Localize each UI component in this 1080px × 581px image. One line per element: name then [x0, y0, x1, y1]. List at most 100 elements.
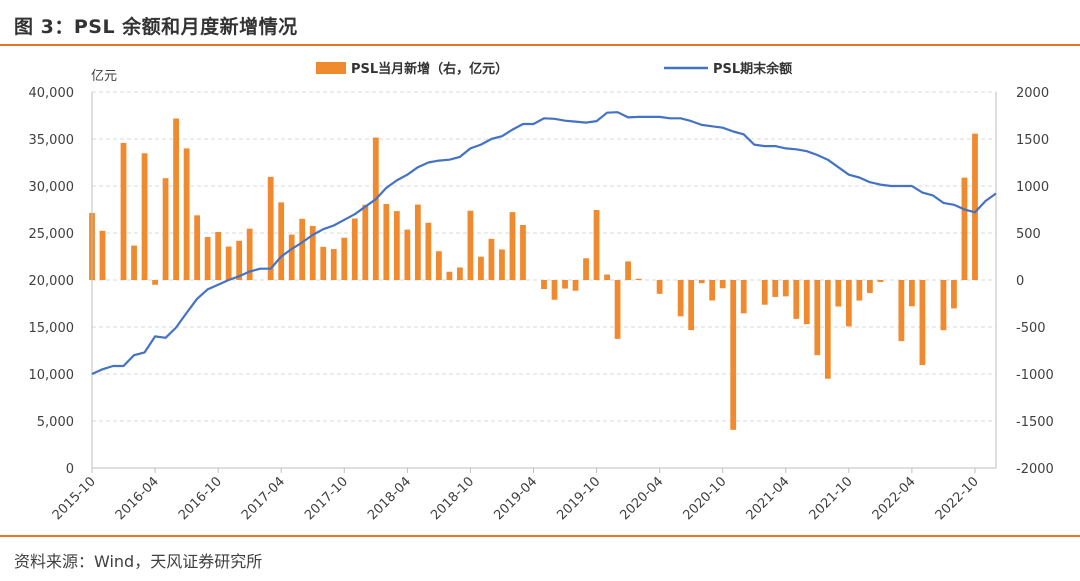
bar: [835, 280, 842, 307]
bar: [194, 215, 201, 280]
bar: [688, 280, 695, 331]
bar: [562, 280, 568, 289]
bar: [614, 280, 621, 339]
right-axis-tick-label: -500: [1016, 321, 1046, 336]
left-axis-tick-label: 40,000: [29, 86, 75, 101]
x-axis-tick-label: 2016-10: [176, 474, 225, 523]
x-axis-tick-label: 2020-10: [681, 474, 730, 523]
figure-title: 图 3：PSL 余额和月度新增情况: [14, 16, 298, 38]
left-axis-unit-label: 亿元: [91, 69, 117, 84]
bar: [425, 222, 432, 280]
x-axis-tick-label: 2015-10: [50, 474, 99, 523]
bar: [877, 280, 884, 282]
bar: [919, 280, 926, 366]
left-axis-tick-label: 35,000: [29, 133, 75, 148]
bar: [99, 230, 106, 280]
right-axis-tick-label: 1500: [1016, 133, 1049, 148]
bar: [866, 280, 873, 293]
bar: [215, 231, 222, 280]
x-axis-tick-label: 2020-04: [617, 474, 666, 523]
bar: [267, 176, 274, 280]
left-axis-tick-label: 5,000: [37, 415, 74, 430]
bar: [961, 177, 968, 280]
x-axis-tick-label: 2018-10: [428, 474, 477, 523]
x-axis-tick-label: 2021-10: [807, 474, 856, 523]
left-axis-tick-label: 15,000: [29, 321, 75, 336]
right-axis-tick-label: -2000: [1016, 462, 1054, 477]
bar: [604, 274, 610, 280]
bar: [152, 280, 158, 285]
x-axis-tick-label: 2016-04: [113, 474, 162, 523]
bar: [709, 280, 716, 301]
top-accent-rule: [0, 44, 1080, 46]
bar: [383, 204, 390, 280]
legend-bar-swatch: [316, 62, 346, 74]
bar: [656, 280, 663, 294]
bar: [393, 211, 400, 280]
legend-line-label: PSL期末余额: [713, 61, 792, 77]
bar: [278, 202, 285, 280]
bar: [351, 218, 358, 280]
right-axis-tick-label: 1000: [1016, 180, 1049, 195]
bar: [162, 178, 169, 280]
bar: [730, 280, 737, 430]
bar: [435, 251, 442, 280]
legend-bar-label: PSL当月新增（右，亿元）: [351, 61, 508, 77]
bar: [909, 280, 915, 307]
bar-series-monthly-new: [89, 118, 978, 430]
bar: [173, 118, 179, 281]
x-axis-tick-label: 2018-04: [365, 474, 414, 523]
bottom-accent-rule: [0, 535, 1080, 537]
x-axis-tick-label: 2021-04: [744, 474, 793, 523]
bar: [793, 280, 800, 319]
bar: [803, 280, 810, 325]
bar: [414, 204, 421, 280]
bar: [320, 246, 327, 280]
axes: [91, 92, 997, 473]
right-axis-tick-label: 0: [1016, 274, 1024, 289]
bar: [551, 280, 558, 300]
source-note: 资料来源：Wind，天风证券研究所: [14, 552, 263, 571]
bar: [940, 280, 947, 331]
bar: [814, 280, 821, 356]
x-axis-tick-label: 2017-04: [239, 474, 288, 523]
bar: [772, 280, 779, 297]
bar: [719, 280, 726, 289]
bar: [856, 280, 863, 301]
bar: [372, 137, 379, 280]
bar: [698, 280, 705, 284]
bar: [572, 280, 579, 291]
bar: [246, 228, 253, 280]
x-axis-tick-label: 2019-10: [554, 474, 603, 523]
left-axis-tick-label: 0: [66, 462, 74, 477]
bar: [740, 280, 747, 314]
right-axis-tick-label: -1000: [1016, 368, 1054, 383]
bar: [509, 212, 516, 280]
bar: [583, 258, 589, 280]
bar: [225, 246, 232, 280]
bar: [593, 209, 600, 280]
bar: [635, 278, 642, 280]
bar: [972, 133, 978, 280]
left-axis-tick-label: 30,000: [29, 180, 75, 195]
legend: PSL当月新增（右，亿元） PSL期末余额: [316, 61, 792, 77]
right-axis-tick-label: 2000: [1016, 86, 1049, 101]
bar: [845, 280, 852, 327]
bar: [951, 280, 957, 309]
right-axis-tick-label: -1500: [1016, 415, 1054, 430]
bar: [824, 280, 831, 379]
bar: [299, 218, 306, 280]
bar: [362, 204, 369, 280]
bar: [625, 261, 631, 280]
x-axis-tick-label: 2022-10: [933, 474, 982, 523]
bar: [457, 267, 463, 280]
bar: [204, 237, 211, 280]
bar: [404, 229, 411, 280]
left-axis-tick-label: 20,000: [29, 274, 75, 289]
x-axis-tick-label: 2017-10: [302, 474, 351, 523]
bar: [782, 280, 789, 297]
bar: [520, 225, 526, 280]
x-axis-tick-label: 2019-04: [491, 474, 540, 523]
x-axis-tick-label: 2022-04: [870, 474, 919, 523]
bar: [309, 225, 316, 280]
